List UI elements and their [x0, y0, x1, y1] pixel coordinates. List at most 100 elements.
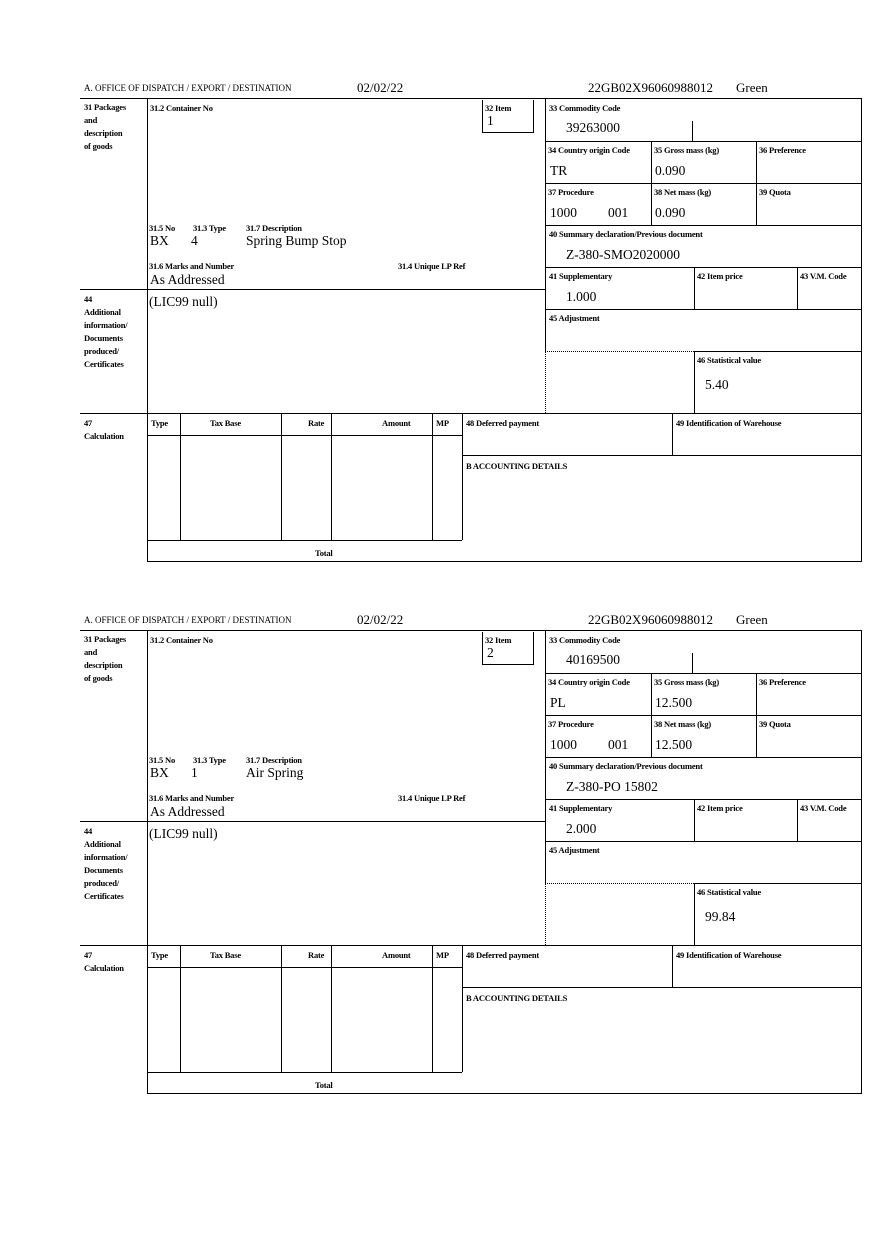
adjustment-label: 45 Adjustment — [549, 313, 600, 323]
route: Green — [736, 612, 768, 627]
divider — [545, 841, 862, 842]
divider — [694, 883, 695, 945]
divider — [545, 715, 862, 716]
customs-item-form: A. OFFICE OF DISPATCH / EXPORT / DESTINA… — [0, 80, 882, 570]
no-label: 31.5 No — [149, 755, 175, 765]
divider — [797, 267, 798, 309]
divider — [672, 413, 673, 455]
no-label: 31.5 No — [149, 223, 175, 233]
divider — [462, 987, 862, 988]
divider — [462, 945, 463, 1072]
divider — [694, 883, 862, 884]
divider — [861, 98, 862, 561]
divider — [545, 141, 862, 142]
vm-code-label: 43 V.M. Code — [800, 271, 847, 281]
country: TR — [550, 163, 568, 178]
calc-mp-header: MP — [436, 950, 449, 960]
package-no: BX — [150, 233, 169, 248]
divider — [545, 630, 546, 883]
procedure-additional: 001 — [608, 737, 629, 752]
divider — [545, 351, 694, 352]
procedure-additional: 001 — [608, 205, 629, 220]
statistical-label: 46 Statistical value — [697, 887, 761, 897]
description-label: 31.7 Description — [246, 755, 302, 765]
divider — [797, 799, 798, 841]
gross-label: 35 Gross mass (kg) — [654, 677, 719, 687]
divider — [147, 540, 462, 541]
item-price-label: 42 Item price — [697, 271, 743, 281]
divider — [331, 413, 332, 540]
divider — [545, 98, 546, 351]
divider — [672, 945, 673, 987]
divider — [545, 183, 862, 184]
item-label: 32 Item — [485, 635, 512, 645]
unique-ref-label: 31.4 Unique LP Ref — [398, 793, 466, 803]
divider — [80, 98, 862, 99]
divider — [545, 799, 862, 800]
divider — [694, 799, 695, 841]
calc-mp-header: MP — [436, 418, 449, 428]
route: Green — [736, 80, 768, 95]
procedure-code: 1000 — [550, 737, 577, 752]
divider — [432, 945, 433, 1072]
divider — [694, 351, 862, 352]
divider — [432, 413, 433, 540]
reference: 22GB02X96060988012 — [588, 612, 713, 627]
summary-doc: Z-380-PO 15802 — [566, 779, 658, 794]
divider — [694, 351, 695, 413]
calc-tax-base-header: Tax Base — [210, 950, 241, 960]
divider — [331, 945, 332, 1072]
additional-info: (LIC99 null) — [149, 826, 218, 841]
item-box — [482, 100, 534, 133]
item-label: 32 Item — [485, 103, 512, 113]
quota-label: 39 Quota — [759, 719, 791, 729]
date: 02/02/22 — [357, 80, 404, 95]
box47-label: 47 Calculation — [84, 418, 124, 441]
divider — [651, 673, 652, 757]
summary-label: 40 Summary declaration/Previous document — [549, 761, 703, 771]
type-label: 31.3 Type — [193, 755, 226, 765]
calc-tax-base-header: Tax Base — [210, 418, 241, 428]
statistical-value: 5.40 — [705, 377, 729, 392]
vm-code-label: 43 V.M. Code — [800, 803, 847, 813]
summary-doc: Z-380-SMO2020000 — [566, 247, 680, 262]
total-label: Total — [315, 548, 333, 558]
procedure-label: 37 Procedure — [548, 719, 594, 729]
office-label: A. OFFICE OF DISPATCH / EXPORT / DESTINA… — [84, 615, 292, 625]
divider — [692, 121, 693, 141]
commodity-label: 33 Commodity Code — [549, 635, 621, 645]
divider — [180, 413, 181, 540]
description-label: 31.7 Description — [246, 223, 302, 233]
item-no: 2 — [487, 645, 494, 660]
supplementary-label: 41 Supplementary — [549, 271, 613, 281]
deferred-label: 48 Deferred payment — [466, 950, 539, 960]
divider — [147, 561, 862, 562]
reference: 22GB02X96060988012 — [588, 80, 713, 95]
divider — [80, 289, 545, 290]
marks: As Addressed — [150, 804, 225, 819]
divider — [147, 1093, 862, 1094]
preference-label: 36 Preference — [759, 145, 806, 155]
calc-type-header: Type — [151, 418, 168, 428]
statistical-label: 46 Statistical value — [697, 355, 761, 365]
calc-type-header: Type — [151, 950, 168, 960]
divider — [545, 267, 862, 268]
net-label: 38 Net mass (kg) — [654, 187, 712, 197]
gross-mass: 12.500 — [655, 695, 693, 710]
divider — [462, 455, 862, 456]
divider — [281, 413, 282, 540]
procedure-code: 1000 — [550, 205, 577, 220]
adjustment-label: 45 Adjustment — [549, 845, 600, 855]
divider — [756, 673, 757, 757]
box31-label: 31 Packages and description of goods — [84, 102, 126, 151]
divider — [147, 630, 148, 1093]
box44-label: 44 Additional information/ Documents pro… — [84, 294, 128, 369]
box44-label: 44 Additional information/ Documents pro… — [84, 826, 128, 901]
net-label: 38 Net mass (kg) — [654, 719, 712, 729]
marks-label: 31.6 Marks and Number — [149, 261, 235, 271]
package-type: 1 — [191, 765, 198, 780]
statistical-value: 99.84 — [705, 909, 736, 924]
deferred-label: 48 Deferred payment — [466, 418, 539, 428]
commodity-code: 39263000 — [566, 120, 620, 135]
